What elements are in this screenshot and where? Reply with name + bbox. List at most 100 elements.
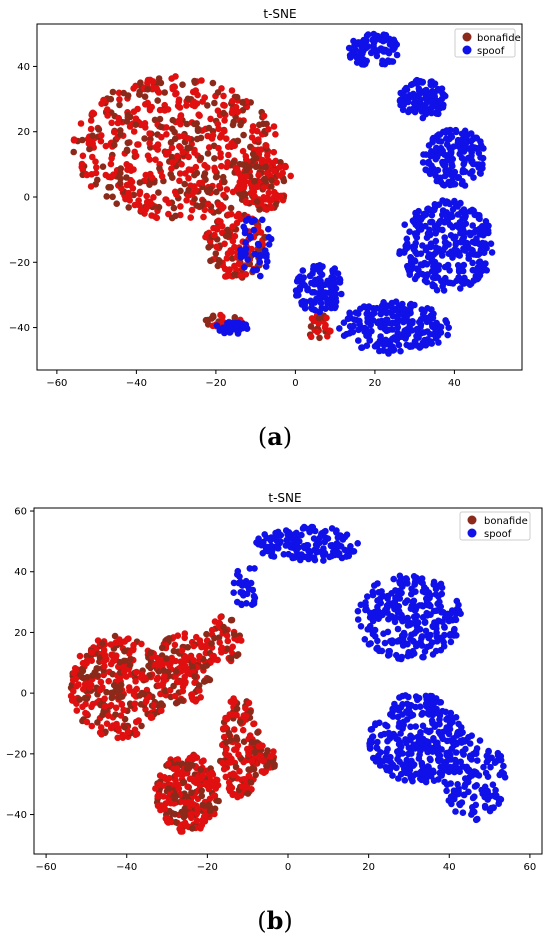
scatter-point-bonafide: [165, 760, 172, 768]
scatter-point-bonafide: [87, 117, 95, 124]
scatter-point-bonafide: [179, 687, 187, 695]
scatter-point-spoof: [384, 745, 391, 753]
scatter-point-bonafide: [281, 162, 289, 170]
scatter-point-spoof: [387, 637, 394, 645]
scatter-point-bonafide: [133, 668, 140, 676]
x-tick-label: 40: [448, 378, 461, 389]
scatter-point-bonafide: [221, 117, 228, 124]
scatter-point-spoof: [424, 205, 432, 212]
scatter-point-spoof: [468, 811, 475, 818]
scatter-point-spoof: [246, 565, 254, 572]
scatter-point-spoof: [448, 745, 456, 752]
scatter-point-bonafide: [184, 95, 192, 103]
scatter-points: [70, 30, 496, 357]
scatter-point-bonafide: [94, 176, 101, 184]
scatter-point-spoof: [411, 275, 419, 283]
scatter-point-spoof: [428, 717, 436, 724]
scatter-point-bonafide: [200, 757, 207, 764]
scatter-point-bonafide: [227, 616, 235, 624]
scatter-point-spoof: [377, 731, 385, 739]
scatter-point-bonafide: [141, 120, 149, 127]
scatter-point-spoof: [441, 623, 448, 631]
scatter-point-spoof: [408, 750, 415, 757]
scatter-point-bonafide: [140, 690, 148, 698]
scatter-point-bonafide: [208, 626, 216, 634]
scatter-point-bonafide: [116, 180, 124, 187]
y-tick-label: 20: [14, 628, 27, 639]
scatter-point-bonafide: [89, 109, 97, 117]
scatter-point-spoof: [451, 180, 459, 188]
scatter-point-bonafide: [217, 311, 224, 319]
scatter-point-spoof: [247, 234, 254, 242]
scatter-point-bonafide: [219, 759, 226, 767]
scatter-point-spoof: [404, 580, 411, 587]
scatter-point-spoof: [394, 755, 401, 763]
scatter-point-spoof: [462, 775, 469, 782]
scatter-point-bonafide: [228, 140, 235, 147]
scatter-point-spoof: [426, 92, 434, 99]
scatter-point-spoof: [372, 720, 379, 727]
scatter-point-spoof: [347, 54, 354, 61]
scatter-point-spoof: [488, 754, 496, 762]
scatter-point-spoof: [475, 772, 483, 779]
scatter-point-spoof: [404, 98, 412, 106]
scatter-point-spoof: [344, 550, 352, 558]
scatter-point-bonafide: [83, 695, 91, 702]
scatter-point-spoof: [359, 55, 367, 63]
scatter-point-spoof: [460, 791, 468, 799]
scatter-point-spoof: [435, 339, 442, 346]
scatter-point-bonafide: [237, 174, 245, 181]
scatter-point-bonafide: [170, 792, 178, 800]
scatter-point-bonafide: [78, 160, 86, 168]
scatter-point-spoof: [244, 256, 251, 263]
scatter-point-bonafide: [205, 244, 212, 251]
scatter-point-spoof: [446, 763, 454, 771]
scatter-point-spoof: [234, 571, 241, 578]
scatter-point-spoof: [452, 714, 460, 721]
scatter-point-bonafide: [100, 96, 107, 104]
scatter-point-spoof: [417, 226, 425, 233]
scatter-point-spoof: [436, 720, 443, 728]
scatter-point-bonafide: [132, 718, 140, 726]
scatter-point-spoof: [407, 342, 415, 349]
scatter-point-spoof: [423, 738, 431, 745]
scatter-point-spoof: [470, 207, 478, 215]
scatter-point-spoof: [253, 266, 260, 274]
scatter-point-spoof: [392, 594, 399, 602]
scatter-point-bonafide: [101, 651, 109, 659]
scatter-point-spoof: [439, 226, 446, 234]
scatter-point-spoof: [430, 777, 438, 784]
y-tick-label: −20: [6, 749, 27, 760]
scatter-point-bonafide: [79, 703, 86, 711]
scatter-point-spoof: [456, 800, 463, 808]
scatter-point-spoof: [373, 340, 381, 348]
scatter-point-bonafide: [115, 89, 123, 97]
scatter-point-bonafide: [183, 120, 191, 128]
scatter-point-bonafide: [205, 124, 213, 132]
scatter-point-bonafide: [112, 639, 119, 646]
scatter-point-spoof: [445, 241, 452, 248]
scatter-point-spoof: [404, 312, 411, 319]
scatter-point-spoof: [403, 759, 410, 767]
scatter-point-bonafide: [187, 810, 195, 818]
scatter-point-bonafide: [128, 178, 136, 186]
scatter-point-spoof: [375, 615, 382, 622]
scatter-point-spoof: [249, 586, 257, 594]
chart-title: t-SNE: [263, 7, 296, 21]
scatter-point-spoof: [479, 790, 487, 797]
scatter-point-spoof: [396, 572, 404, 580]
scatter-point-bonafide: [168, 654, 176, 662]
scatter-point-spoof: [492, 786, 499, 794]
scatter-point-spoof: [419, 242, 426, 249]
scatter-point-spoof: [456, 768, 464, 775]
scatter-point-bonafide: [79, 136, 86, 144]
scatter-point-bonafide: [97, 678, 105, 686]
scatter-point-spoof: [354, 540, 362, 547]
scatter-point-bonafide: [202, 643, 209, 651]
scatter-point-spoof: [452, 233, 459, 241]
x-tick-label: 20: [369, 378, 382, 389]
scatter-point-spoof: [420, 210, 428, 218]
scatter-point-spoof: [378, 588, 385, 595]
scatter-point-spoof: [395, 736, 402, 744]
scatter-point-spoof: [357, 305, 364, 313]
